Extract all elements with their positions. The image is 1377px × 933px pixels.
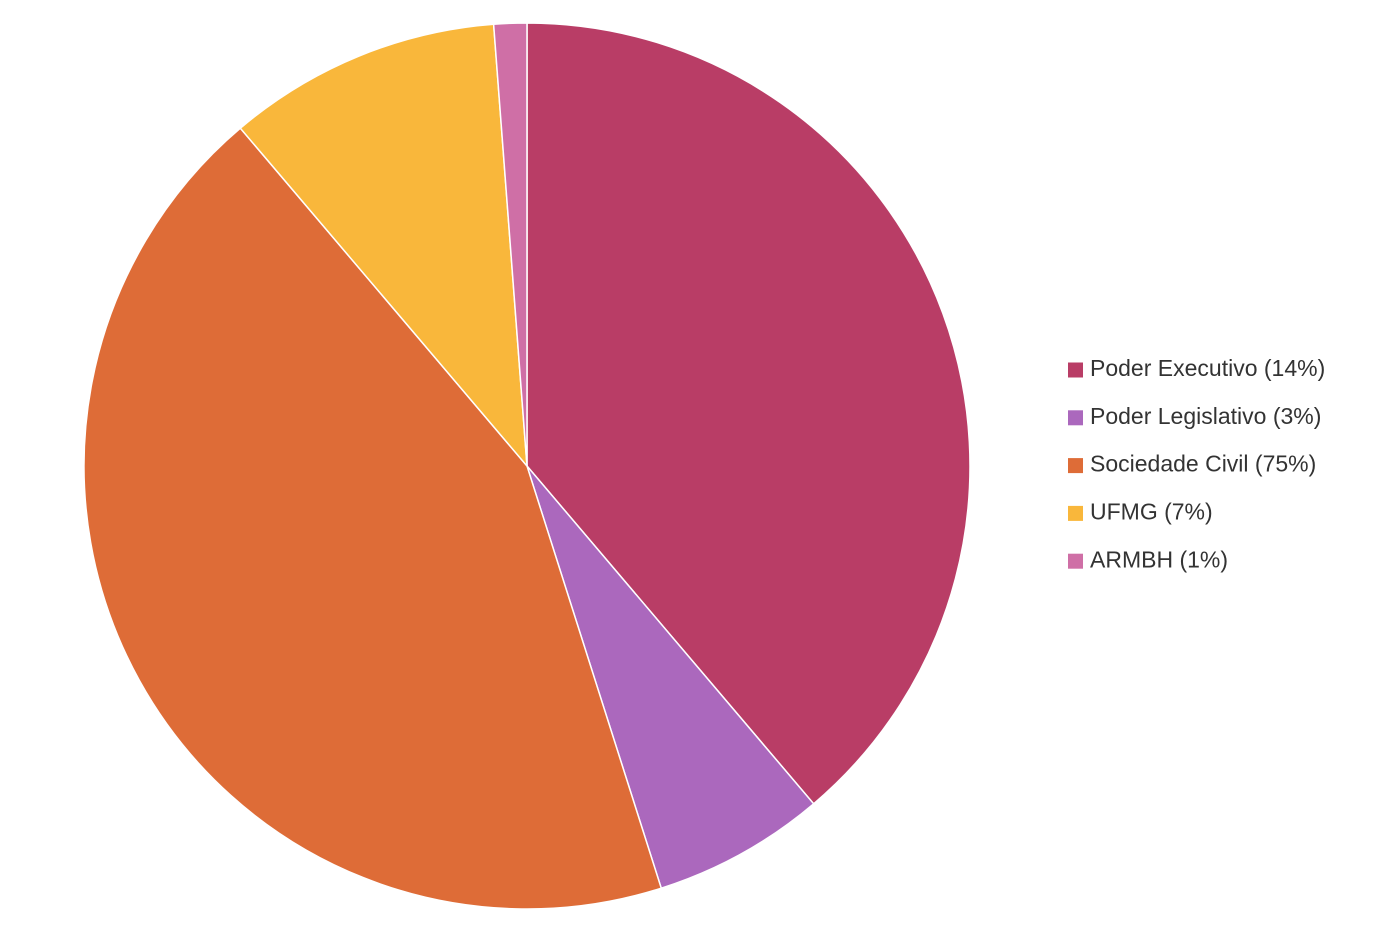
legend-swatch bbox=[1068, 410, 1083, 426]
pie-slice bbox=[526, 465, 815, 890]
legend-swatch bbox=[1068, 458, 1083, 474]
legend-label: Poder Legislativo (3%) bbox=[1090, 403, 1321, 429]
legend-swatch bbox=[1068, 505, 1083, 521]
legend-label: Poder Executivo (14%) bbox=[1090, 355, 1325, 381]
pie-slice bbox=[239, 23, 528, 469]
legend-label: Sociedade Civil (75%) bbox=[1090, 451, 1316, 477]
pie-slice bbox=[526, 22, 971, 805]
legend-label: ARMBH (1%) bbox=[1090, 546, 1228, 572]
legend-label: UFMG (7%) bbox=[1090, 498, 1213, 524]
legend-swatch bbox=[1068, 362, 1083, 378]
legend-swatch bbox=[1068, 553, 1083, 569]
pie-slice bbox=[492, 22, 528, 467]
pie-slice bbox=[83, 127, 663, 910]
